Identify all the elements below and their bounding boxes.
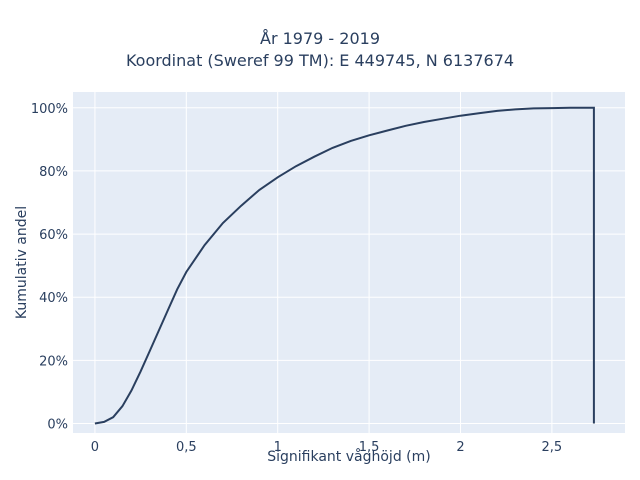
x-tick-label: 0,5: [176, 440, 197, 455]
y-axis-ticks: 0% 20% 40% 60% 80% 100%: [31, 102, 68, 433]
x-tick-label: 1,5: [359, 440, 380, 455]
x-axis-label: Signifikant våghöjd (m): [267, 448, 430, 465]
x-gridlines: [94, 92, 553, 433]
y-tick-label: 40%: [39, 291, 68, 306]
x-tick-label: 0: [91, 440, 99, 455]
y-tick-label: 20%: [39, 354, 68, 369]
y-gridlines: [73, 107, 625, 425]
y-axis-label: Kumulativ andel: [14, 206, 30, 319]
y-tick-label: 0%: [47, 418, 68, 433]
x-tick-label: 2,5: [542, 440, 563, 455]
y-tick-label: 60%: [39, 228, 68, 243]
chart-title-line-2: Koordinat (Sweref 99 TM): E 449745, N 61…: [125, 51, 515, 70]
x-axis-ticks: 0 0,5 1 1,5 2 2,5: [91, 440, 562, 455]
y-tick-label: 80%: [39, 165, 68, 180]
y-tick-label: 100%: [31, 102, 68, 117]
x-tick-label: 1: [274, 440, 282, 455]
plot-background: [73, 92, 625, 433]
cumulative-distribution-line: [94, 106, 595, 425]
x-tick-label: 2: [456, 440, 464, 455]
chart-title-line-1: År 1979 - 2019: [260, 29, 380, 48]
